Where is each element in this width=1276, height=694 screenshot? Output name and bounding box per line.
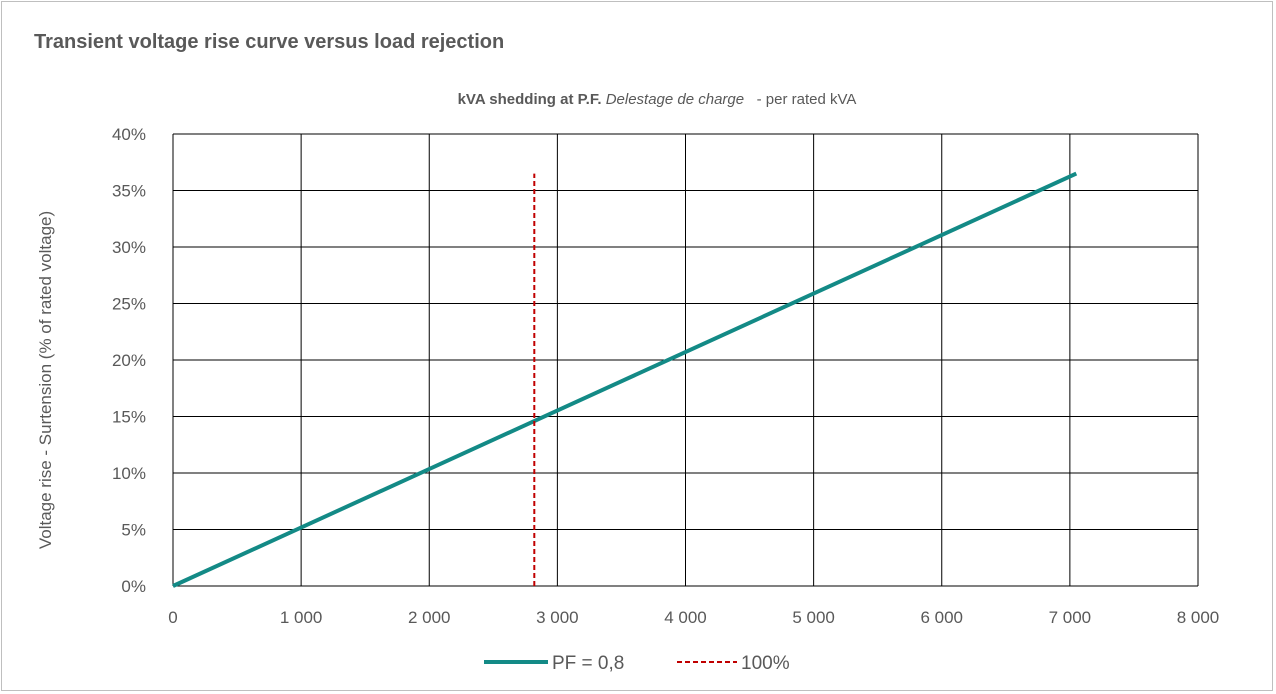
subtitle-normal: - per rated kVA	[748, 91, 856, 108]
x-tick-label: 3 000	[536, 608, 579, 627]
y-tick-label: 25%	[112, 295, 146, 314]
y-tick-label: 5%	[121, 521, 146, 540]
x-tick-label: 8 000	[1177, 608, 1220, 627]
y-tick-label: 35%	[112, 182, 146, 201]
x-tick-label: 1 000	[280, 608, 323, 627]
x-tick-label: 0	[168, 608, 177, 627]
y-axis-label: Voltage rise - Surtension (% of rated vo…	[36, 211, 55, 549]
y-tick-label: 20%	[112, 351, 146, 370]
legend-label-100: 100%	[741, 653, 790, 674]
legend: PF = 0,8 100%	[484, 653, 790, 674]
gridlines	[172, 133, 1199, 587]
chart-title: Transient voltage rise curve versus load…	[34, 31, 504, 53]
x-tick-label: 5 000	[792, 608, 835, 627]
x-tick-label: 4 000	[664, 608, 707, 627]
series-line-pf	[172, 171, 1078, 588]
y-tick-label: 0%	[121, 577, 146, 596]
subtitle-bold: kVA shedding at P.F.	[458, 91, 602, 108]
y-tick-label: 40%	[112, 125, 146, 144]
x-tick-label: 7 000	[1049, 608, 1092, 627]
y-tick-label: 15%	[112, 408, 146, 427]
chart-subtitle: kVA shedding at P.F. Delestage de charge…	[458, 91, 857, 108]
y-tick-label: 30%	[112, 238, 146, 257]
x-tick-label: 6 000	[920, 608, 963, 627]
subtitle-italic: Delestage de charge	[606, 91, 744, 108]
x-tick-label: 2 000	[408, 608, 451, 627]
y-tick-label: 10%	[112, 464, 146, 483]
series-layer	[172, 171, 1078, 588]
legend-label-pf: PF = 0,8	[552, 653, 624, 674]
tick-labels: 0% 5% 10% 15% 20% 25% 30% 35% 40% 0 1 000 2 000 3 00…	[112, 125, 1219, 627]
